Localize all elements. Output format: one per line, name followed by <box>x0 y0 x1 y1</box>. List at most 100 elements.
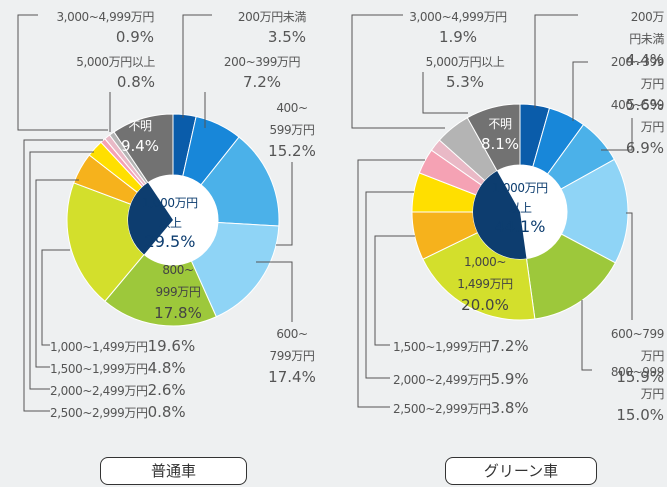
chart-title-button: グリーン車 <box>445 457 597 485</box>
leader-line <box>365 191 414 379</box>
inner-value: 44.1% <box>494 217 546 236</box>
leader-line <box>422 72 468 114</box>
value-label: 15.2% <box>268 141 316 160</box>
segment-label: 600~799万円 15.9% <box>611 322 664 388</box>
value-label: 19.6% <box>147 337 196 355</box>
category-label: 1,000~1,499万円 <box>50 340 148 354</box>
category-label: 400~599万円 <box>610 98 664 135</box>
category-label: 5,000万円以上 <box>425 55 505 69</box>
category-label: 2,000~2,499万円 <box>393 373 491 387</box>
category-label: 1,000~ 1,499万円 <box>457 255 513 292</box>
segment-label: 不明 9.4% <box>121 114 159 157</box>
value-label: 5.3% <box>445 73 485 92</box>
inner-wedge <box>472 170 527 259</box>
category-label: 200~399万円 <box>223 55 301 69</box>
category-label: 不明 <box>128 119 152 133</box>
category-label: 800~999万円 <box>610 365 664 402</box>
leader-line <box>256 261 293 322</box>
leader-line <box>276 162 293 246</box>
category-label: 2,500~2,999万円 <box>50 406 148 420</box>
leader-line <box>626 212 633 320</box>
leader-line <box>29 151 94 390</box>
category-label: 200~399万円 <box>610 55 664 92</box>
value-label: 0.8% <box>116 73 155 92</box>
segment-label: 200~399万円 7.2% <box>223 50 301 93</box>
category-label: 1,500~1,999万円 <box>50 362 148 376</box>
segment-label: 200万円未満 3.5% <box>237 5 307 48</box>
category-label: 600~799万円 <box>610 327 664 364</box>
value-label: 4.4% <box>625 50 664 69</box>
inner-wedge <box>127 182 173 255</box>
value-label: 2.6% <box>147 381 186 399</box>
value-label: 17.4% <box>268 367 316 386</box>
value-label: 3.8% <box>490 399 529 417</box>
leader-line <box>374 235 415 346</box>
category-label: 3,000~4,999万円 <box>56 10 154 24</box>
leader-line <box>534 14 578 108</box>
inner-label: 1,000万円 以上 29.5% <box>142 192 198 252</box>
inner-category: 1,000万円 以上 <box>142 196 198 230</box>
category-label: 600~ 799万円 <box>269 327 315 364</box>
segment-label: 2,000~2,499万円5.9% <box>393 368 529 390</box>
value-label: 17.8% <box>154 303 202 322</box>
value-label: 7.2% <box>242 73 282 92</box>
category-label: 3,000~4,999万円 <box>409 10 507 24</box>
value-label: 4.8% <box>147 359 186 377</box>
segment-label: 1,500~1,999万円4.8% <box>50 357 186 379</box>
category-label: 200万円未満 <box>629 10 664 47</box>
category-label: 400~ 599万円 <box>269 101 315 138</box>
segment-label: 1,000~ 1,499万円 20.0% <box>457 250 513 316</box>
category-label: 2,500~2,999万円 <box>393 402 491 416</box>
chart-title-button: 普通車 <box>100 457 247 485</box>
segment-label: 600~ 799万円 17.4% <box>268 322 316 388</box>
segment-label: 不明 8.1% <box>481 112 519 155</box>
segment-label: 3,000~4,999万円 1.9% <box>409 5 507 48</box>
segment-label: 1,500~1,999万円7.2% <box>393 335 529 357</box>
segment-label: 2,000~2,499万円2.6% <box>50 379 186 401</box>
segment-label: 200~399万円 5.6% <box>611 50 664 116</box>
value-label: 9.4% <box>120 137 160 156</box>
segment-label: 5,000万円以上 0.8% <box>76 50 155 93</box>
value-label: 1.9% <box>438 28 478 47</box>
value-label: 5.6% <box>625 95 664 114</box>
leader-line <box>41 249 70 346</box>
leader-line <box>23 139 103 412</box>
inner-label: 1,000万円 以上 44.1% <box>492 177 548 237</box>
leader-line <box>581 300 592 371</box>
category-label: 800~ 999万円 <box>155 263 201 300</box>
value-label: 0.9% <box>115 28 154 47</box>
segment-label: 2,500~2,999万円0.8% <box>50 401 186 423</box>
leader-line <box>182 14 212 118</box>
category-label: 1,500~1,999万円 <box>393 340 491 354</box>
segment-label: 2,500~2,999万円3.8% <box>393 397 529 419</box>
value-label: 7.2% <box>490 337 529 355</box>
segment-label: 3,000~4,999万円 0.9% <box>56 5 154 48</box>
value-label: 15.0% <box>616 405 664 424</box>
segment-label: 800~999万円 15.0% <box>611 360 664 426</box>
category-label: 2,000~2,499万円 <box>50 384 148 398</box>
value-label: 0.8% <box>147 403 186 421</box>
segment-label: 400~ 599万円 15.2% <box>268 96 316 162</box>
value-label: 8.1% <box>480 135 520 154</box>
leader-line <box>17 14 108 131</box>
segment-label: 800~ 999万円 17.8% <box>154 258 202 324</box>
leader-line <box>601 118 633 151</box>
leader-line <box>351 14 445 129</box>
segment-label: 400~599万円 6.9% <box>611 93 664 159</box>
segment-label: 200万円未満 4.4% <box>625 5 665 71</box>
leader-line <box>357 159 425 408</box>
category-label: 200万円未満 <box>237 10 307 24</box>
leader-line <box>572 61 588 121</box>
value-label: 5.9% <box>490 370 529 388</box>
segment-label: 1,000~1,499万円19.6% <box>50 335 195 357</box>
category-label: 5,000万円以上 <box>76 55 155 69</box>
inner-value: 29.5% <box>144 232 196 251</box>
category-label: 不明 <box>488 117 512 131</box>
leader-line <box>35 179 79 368</box>
inner-category: 1,000万円 以上 <box>492 181 548 215</box>
value-label: 3.5% <box>267 28 306 47</box>
segment-label: 5,000万円以上 5.3% <box>426 50 505 93</box>
value-label: 20.0% <box>461 295 509 314</box>
